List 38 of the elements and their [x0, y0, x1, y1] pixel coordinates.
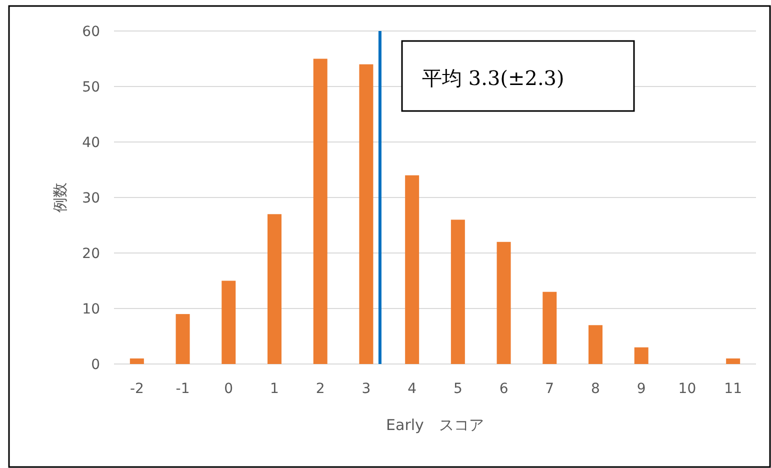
x-tick-label: 4: [408, 381, 417, 397]
bar: [405, 175, 420, 364]
x-tick-label: 10: [678, 381, 696, 397]
y-tick-label: 30: [82, 190, 100, 206]
x-tick-label: 6: [499, 381, 508, 397]
x-tick-label: -2: [130, 381, 144, 397]
x-tick-label: 3: [362, 381, 371, 397]
bar: [268, 214, 282, 364]
x-tick-label: 11: [724, 381, 742, 397]
y-axis-title: 例数: [51, 182, 69, 212]
bar: [588, 325, 602, 364]
x-tick-label: 8: [591, 381, 600, 397]
bar: [176, 314, 190, 364]
y-tick-label: 50: [82, 80, 100, 96]
bar: [542, 292, 557, 364]
annotation-box: 平均 3.3(±2.3): [401, 40, 635, 112]
x-tick-label: 9: [636, 381, 646, 397]
y-tick-label: 10: [82, 302, 100, 318]
y-tick-label: 20: [82, 246, 100, 262]
bar: [130, 358, 144, 364]
annotation: 平均 3.3(±2.3): [422, 66, 564, 90]
x-tick-label: 5: [453, 381, 462, 397]
bar: [726, 358, 740, 364]
bar: [496, 242, 511, 364]
x-tick-label: 7: [545, 381, 554, 397]
x-tick-label: 0: [224, 381, 234, 397]
bar: [450, 220, 465, 364]
bar: [634, 347, 648, 364]
bar: [222, 280, 236, 364]
bar: [359, 64, 374, 364]
bar: [313, 58, 328, 364]
y-tick-label: 40: [82, 135, 100, 151]
x-tick-label: 2: [316, 381, 325, 397]
x-tick-label: -1: [176, 381, 190, 397]
y-tick-label: 0: [91, 357, 100, 373]
x-axis-title: Early スコア: [386, 416, 484, 434]
x-tick-label: 1: [270, 381, 279, 397]
y-tick-label: 60: [82, 24, 100, 40]
